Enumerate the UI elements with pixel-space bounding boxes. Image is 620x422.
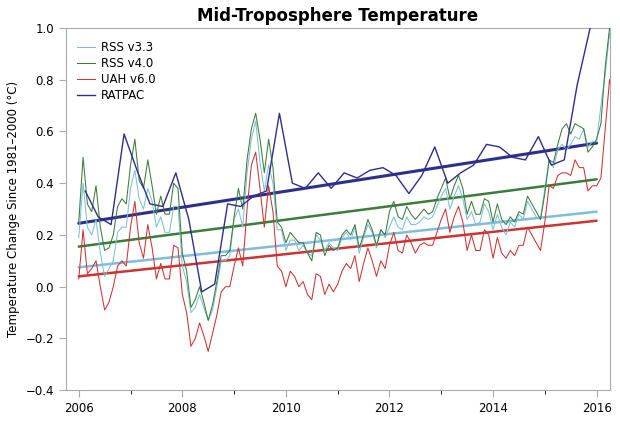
- RATPAC: [224, 201, 231, 206]
- RATPAC: [353, 176, 361, 181]
- RSS v4.0: [144, 157, 151, 162]
- RSS v3.3: [533, 214, 540, 219]
- RATPAC: [483, 142, 490, 147]
- RATPAC: [81, 188, 89, 193]
- RATPAC: [289, 181, 296, 186]
- RSS v4.0: [75, 219, 82, 225]
- UAH v6.0: [205, 349, 212, 354]
- RATPAC: [431, 144, 438, 149]
- RATPAC: [392, 173, 400, 178]
- RATPAC: [301, 186, 309, 191]
- RSS v4.0: [537, 217, 544, 222]
- RSS v3.3: [75, 235, 82, 240]
- UAH v6.0: [252, 149, 259, 154]
- RSS v3.3: [269, 181, 277, 186]
- RSS v4.0: [269, 165, 277, 170]
- RSS v3.3: [606, 30, 613, 35]
- UAH v6.0: [75, 276, 82, 281]
- RATPAC: [405, 191, 412, 196]
- RATPAC: [496, 144, 503, 149]
- RATPAC: [276, 111, 283, 116]
- RATPAC: [263, 188, 270, 193]
- Line: UAH v6.0: UAH v6.0: [79, 80, 620, 352]
- RATPAC: [509, 155, 516, 160]
- RSS v4.0: [533, 209, 540, 214]
- Y-axis label: Temperature Change Since 1981–2000 (°C): Temperature Change Since 1981–2000 (°C): [7, 81, 20, 337]
- RATPAC: [418, 173, 425, 178]
- RSS v4.0: [123, 201, 130, 206]
- RSS v3.3: [205, 318, 212, 323]
- RATPAC: [237, 204, 244, 209]
- RATPAC: [560, 157, 568, 162]
- Line: RATPAC: RATPAC: [85, 28, 590, 292]
- UAH v6.0: [123, 263, 130, 268]
- UAH v6.0: [269, 209, 277, 214]
- RATPAC: [340, 170, 348, 176]
- Line: RSS v4.0: RSS v4.0: [79, 28, 620, 320]
- RATPAC: [107, 222, 115, 227]
- RSS v3.3: [537, 217, 544, 222]
- RSS v4.0: [205, 318, 212, 323]
- RATPAC: [547, 162, 555, 168]
- RATPAC: [366, 168, 374, 173]
- RSS v4.0: [252, 111, 259, 116]
- RATPAC: [185, 217, 193, 222]
- RATPAC: [574, 82, 581, 87]
- RATPAC: [146, 201, 154, 206]
- Title: Mid-Troposphere Temperature: Mid-Troposphere Temperature: [197, 7, 478, 25]
- RSS v3.3: [123, 225, 130, 230]
- Line: RSS v3.3: RSS v3.3: [79, 33, 620, 320]
- UAH v6.0: [533, 240, 540, 245]
- RATPAC: [94, 214, 102, 219]
- Legend: RSS v3.3, RSS v4.0, UAH v6.0, RATPAC: RSS v3.3, RSS v4.0, UAH v6.0, RATPAC: [77, 41, 156, 102]
- RATPAC: [211, 281, 218, 287]
- RATPAC: [534, 134, 542, 139]
- RATPAC: [379, 165, 387, 170]
- RSS v4.0: [606, 25, 613, 30]
- RATPAC: [159, 204, 167, 209]
- RATPAC: [314, 170, 322, 176]
- RATPAC: [587, 25, 594, 30]
- RSS v3.3: [252, 119, 259, 124]
- UAH v6.0: [144, 222, 151, 227]
- RATPAC: [457, 170, 464, 176]
- RSS v3.3: [144, 186, 151, 191]
- UAH v6.0: [537, 248, 544, 253]
- RATPAC: [198, 289, 205, 295]
- RATPAC: [327, 186, 335, 191]
- RATPAC: [133, 168, 141, 173]
- RATPAC: [521, 157, 529, 162]
- RATPAC: [444, 181, 451, 186]
- UAH v6.0: [606, 77, 613, 82]
- RATPAC: [172, 170, 180, 176]
- RATPAC: [120, 132, 128, 137]
- RATPAC: [250, 194, 257, 199]
- RATPAC: [470, 162, 477, 168]
